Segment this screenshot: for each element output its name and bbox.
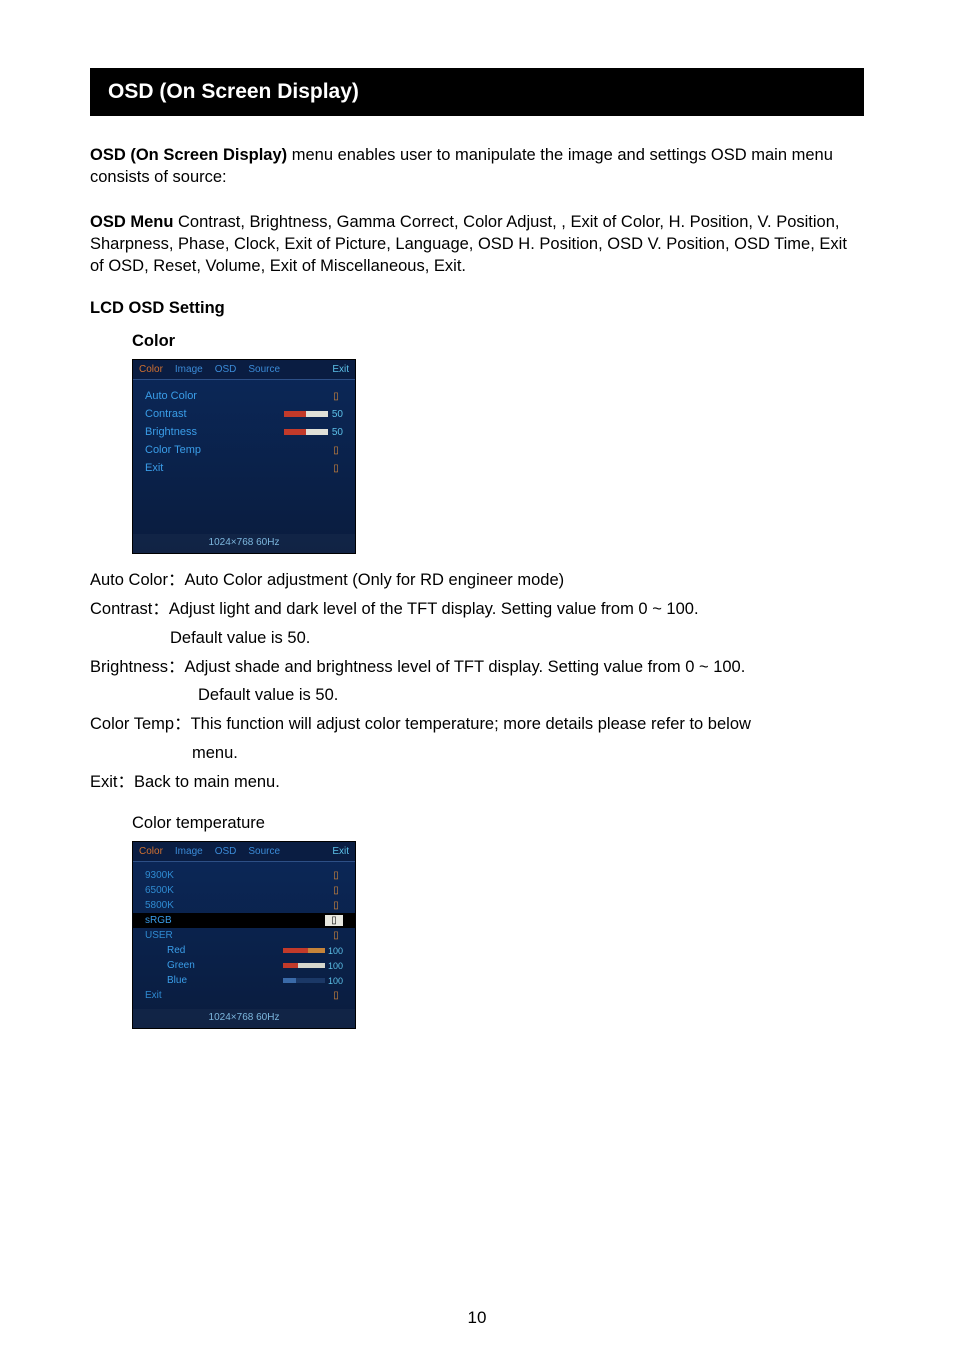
ct-row-5800[interactable]: 5800K ▯ [145, 898, 343, 913]
ct-label-blue: Blue [167, 975, 187, 986]
osd-tab-color[interactable]: Color [133, 360, 169, 379]
ct-row-blue[interactable]: Blue 100 [167, 973, 343, 988]
osd-label-auto-color: Auto Color [145, 390, 197, 402]
page: OSD (On Screen Display) OSD (On Screen D… [0, 0, 954, 1352]
ct-row-user[interactable]: USER ▯ [145, 928, 343, 943]
osd-row-color-temp[interactable]: Color Temp ▯ [145, 444, 343, 456]
def-exit: Exit：Back to main menu. [90, 770, 864, 795]
section-header: OSD (On Screen Display) [90, 68, 864, 116]
osd-row-exit[interactable]: Exit ▯ [145, 462, 343, 474]
osd-tab-image[interactable]: Image [169, 360, 209, 379]
ct-slider-blue[interactable]: 100 [283, 976, 343, 986]
osd2-tab-image[interactable]: Image [169, 842, 209, 861]
osd-icon-color-temp: ▯ [329, 445, 343, 456]
osd-footer: 1024×768 60Hz [133, 534, 355, 553]
def-brightness-l1: Brightness：Adjust shade and brightness l… [90, 655, 864, 680]
ct-row-red[interactable]: Red 100 [167, 943, 343, 958]
def-brightness-l2: Default value is 50. [90, 683, 864, 708]
osd-tab-source[interactable]: Source [242, 360, 286, 379]
osd-row-brightness[interactable]: Brightness 50 [145, 426, 343, 438]
def-colortemp-l1: Color Temp：This function will adjust col… [90, 712, 864, 737]
osd-row-auto-color[interactable]: Auto Color ▯ [145, 390, 343, 402]
ct-row-6500[interactable]: 6500K ▯ [145, 883, 343, 898]
ct-label-srgb: sRGB [145, 915, 172, 926]
ct-value-green: 100 [328, 961, 343, 971]
ct-row-srgb[interactable]: sRGB ▯ [133, 913, 355, 928]
osd-label-brightness: Brightness [145, 426, 197, 438]
ct-value-blue: 100 [328, 976, 343, 986]
osd-panel-color: Color Image OSD Source Exit Auto Color ▯… [132, 359, 356, 554]
ct-label-exit: Exit [145, 990, 162, 1001]
osd-value-contrast: 50 [332, 409, 343, 420]
definitions: Auto Color：Auto Color adjustment (Only f… [90, 568, 864, 794]
osd2-tab-source[interactable]: Source [242, 842, 286, 861]
ct-label-user: USER [145, 930, 173, 941]
ct-slider-red[interactable]: 100 [283, 946, 343, 956]
intro-bold: OSD (On Screen Display) [90, 146, 287, 164]
osd-body: Auto Color ▯ Contrast 50 Brightness [133, 380, 355, 534]
osd-panel-color-temp: Color Image OSD Source Exit 9300K ▯ 6500… [132, 841, 356, 1029]
osd-menu-bold: OSD Menu [90, 213, 173, 231]
osd-slider-contrast[interactable]: 50 [284, 409, 343, 420]
osd2-tabs: Color Image OSD Source Exit [133, 842, 355, 862]
osd-label-contrast: Contrast [145, 408, 187, 420]
osd-tab-osd[interactable]: OSD [209, 360, 243, 379]
ct-slider-green[interactable]: 100 [283, 961, 343, 971]
osd2-tab-exit[interactable]: Exit [326, 842, 355, 861]
osd2-body: 9300K ▯ 6500K ▯ 5800K ▯ sRGB ▯ USER ▯ R [133, 862, 355, 1009]
osd-label-color-temp: Color Temp [145, 444, 201, 456]
ct-label-green: Green [167, 960, 195, 971]
ct-row-exit[interactable]: Exit ▯ [145, 988, 343, 1003]
def-auto-color: Auto Color：Auto Color adjustment (Only f… [90, 568, 864, 593]
osd-slider-brightness[interactable]: 50 [284, 427, 343, 438]
ct-label-5800: 5800K [145, 900, 174, 911]
ct-label-9300: 9300K [145, 870, 174, 881]
color-temp-caption: Color temperature [132, 814, 864, 833]
color-caption: Color [132, 332, 864, 351]
osd2-footer: 1024×768 60Hz [133, 1009, 355, 1028]
ct-user-rgb: Red 100 Green 100 Blue [167, 943, 343, 988]
ct-label-red: Red [167, 945, 185, 956]
osd-row-contrast[interactable]: Contrast 50 [145, 408, 343, 420]
osd-icon-auto-color: ▯ [329, 391, 343, 402]
ct-row-green[interactable]: Green 100 [167, 958, 343, 973]
def-contrast-l2: Default value is 50. [90, 626, 864, 651]
osd-tabs: Color Image OSD Source Exit [133, 360, 355, 380]
osd2-tab-color[interactable]: Color [133, 842, 169, 861]
ct-value-red: 100 [328, 946, 343, 956]
osd-menu-rest: Contrast, Brightness, Gamma Correct, Col… [90, 213, 847, 276]
osd-tab-exit[interactable]: Exit [326, 360, 355, 379]
lcd-osd-heading: LCD OSD Setting [90, 299, 864, 318]
osd-icon-exit: ▯ [329, 463, 343, 474]
osd-value-brightness: 50 [332, 427, 343, 438]
ct-row-9300[interactable]: 9300K ▯ [145, 868, 343, 883]
osd2-tab-osd[interactable]: OSD [209, 842, 243, 861]
ct-label-6500: 6500K [145, 885, 174, 896]
osd-menu-paragraph: OSD Menu Contrast, Brightness, Gamma Cor… [90, 211, 864, 278]
osd-label-exit: Exit [145, 462, 163, 474]
def-colortemp-l2: menu. [90, 741, 864, 766]
def-contrast-l1: Contrast：Adjust light and dark level of … [90, 597, 864, 622]
intro-paragraph: OSD (On Screen Display) menu enables use… [90, 144, 864, 189]
page-number: 10 [0, 1308, 954, 1328]
